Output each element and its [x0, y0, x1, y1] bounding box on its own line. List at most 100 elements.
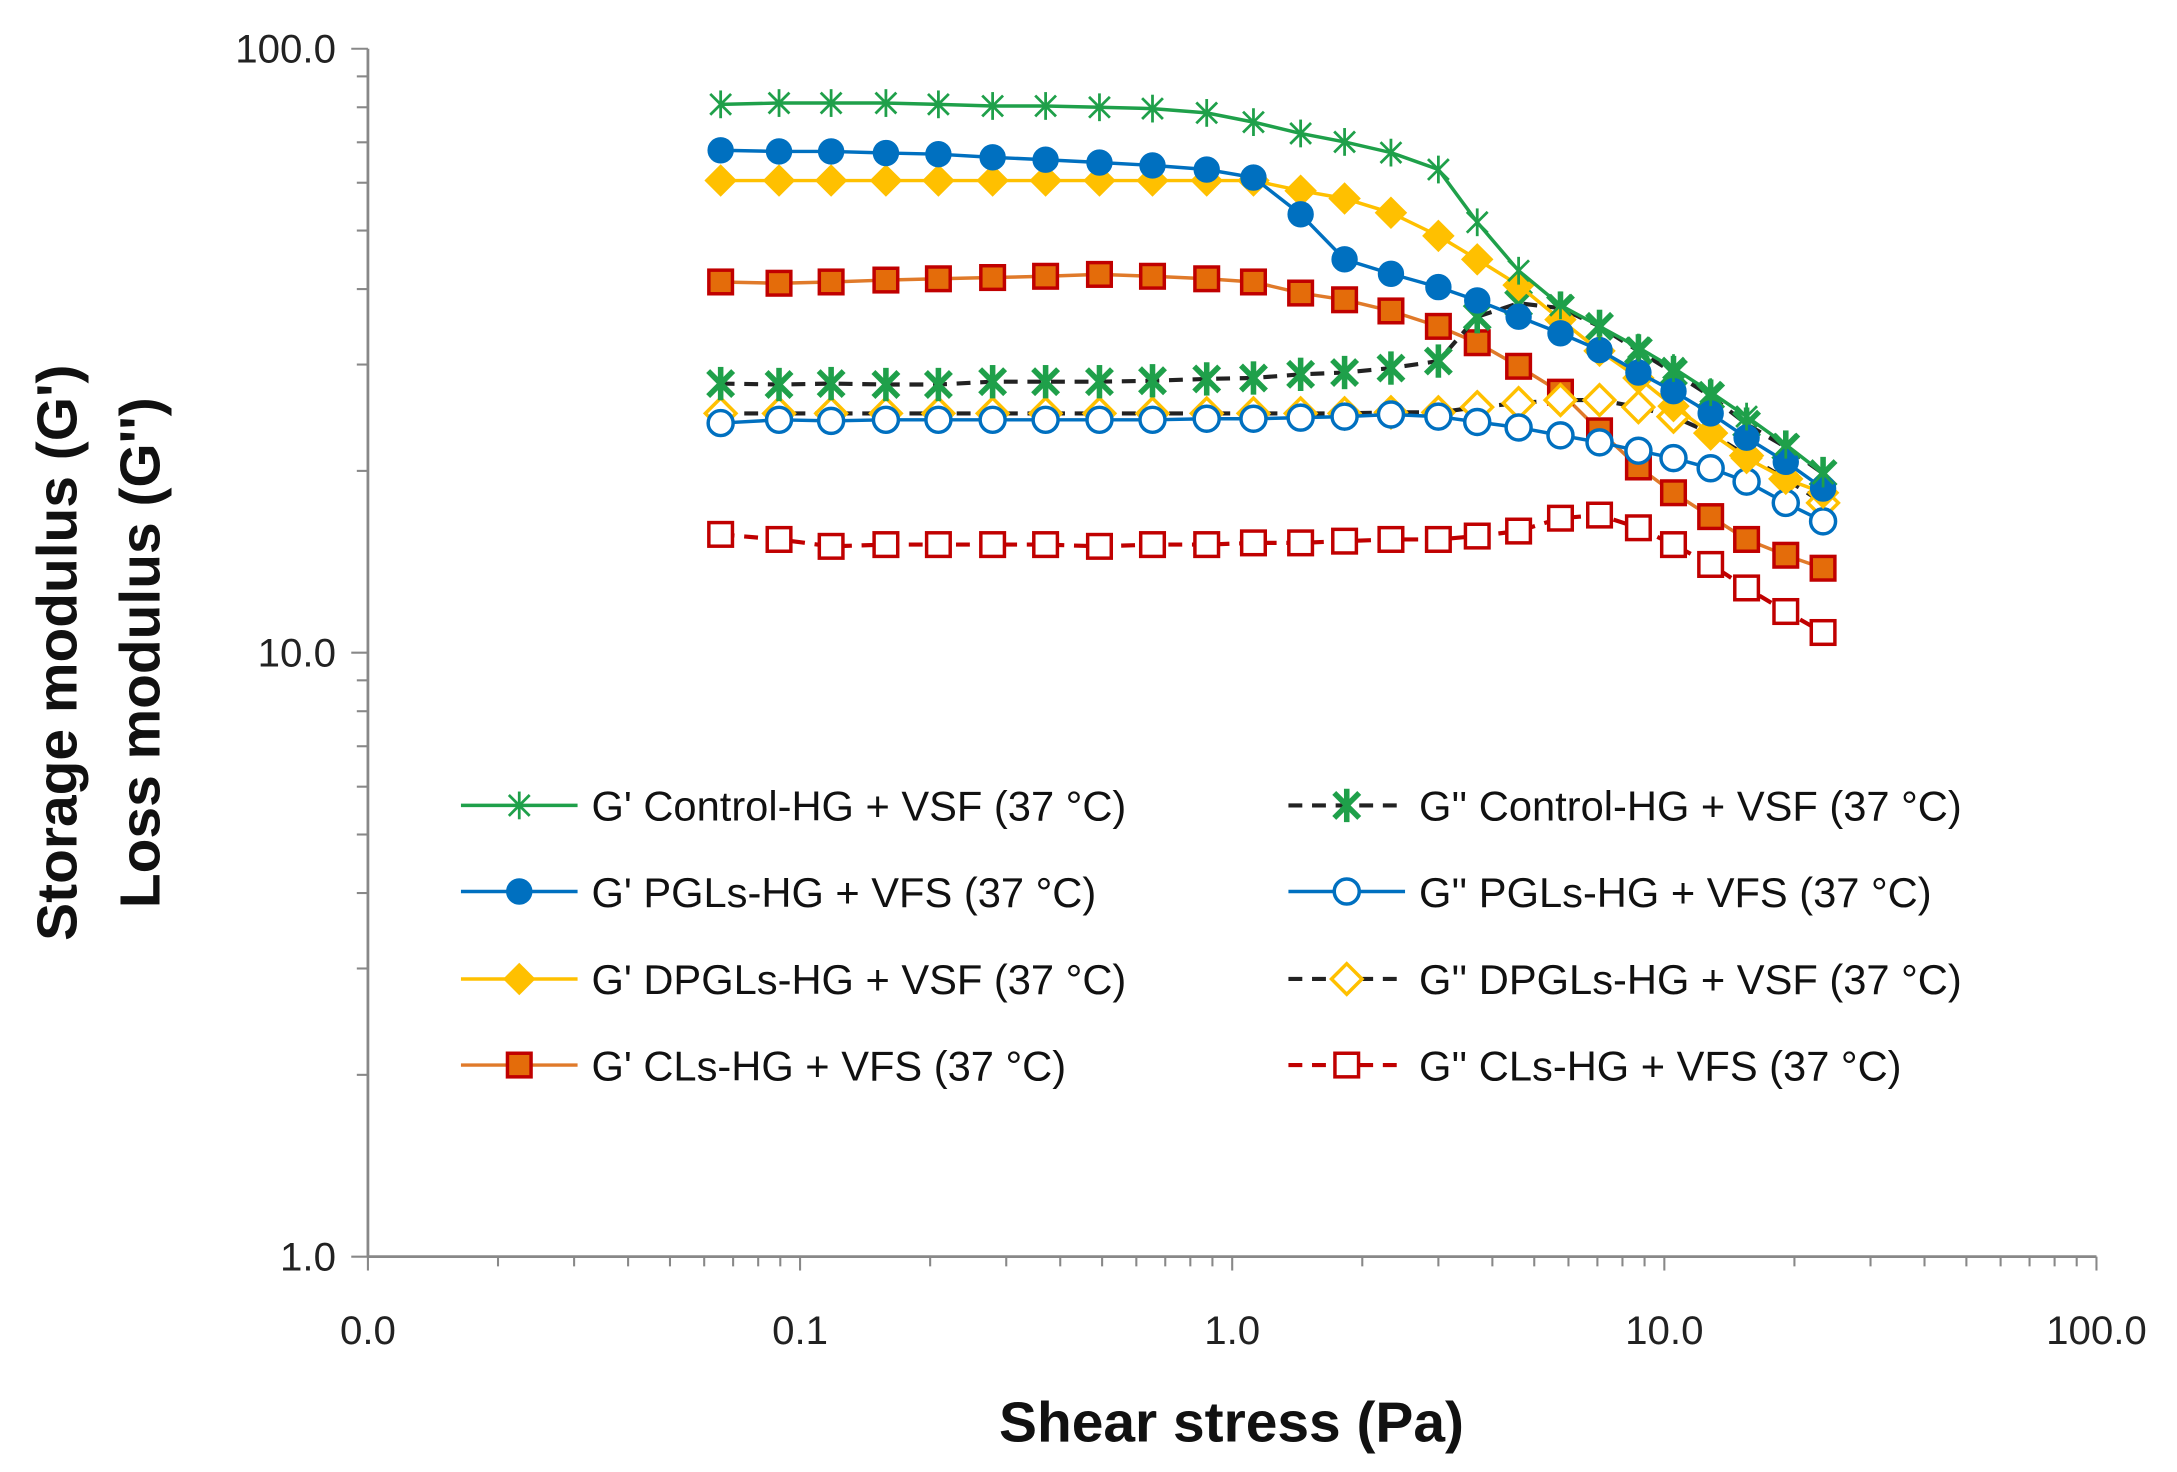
- data-point-asterisk: [1588, 312, 1611, 341]
- data-point-circle: [1696, 454, 1725, 483]
- data-point-asterisk: [1333, 128, 1356, 156]
- data-point-square: [1331, 527, 1359, 555]
- data-point-square: [924, 265, 952, 293]
- data-point-asterisk: [1239, 361, 1268, 395]
- data-point-asterisk: [1138, 364, 1167, 398]
- data-point-asterisk: [1662, 354, 1685, 382]
- data-point-asterisk: [1735, 402, 1758, 431]
- legend-label: G'' CLs-HG + VFS (37 °C): [1419, 1042, 1902, 1089]
- asterisk-stroke: [1699, 380, 1723, 404]
- data-point-square: [979, 531, 1007, 559]
- data-point-square: [1085, 532, 1114, 560]
- data-point-diamond: [762, 164, 796, 197]
- data-point-square: [1505, 517, 1533, 545]
- data-point-square: [765, 269, 793, 297]
- legend-item: G'' Control-HG + VSF (37 °C): [1288, 783, 1962, 830]
- legend-label: G'' DPGLs-HG + VSF (37 °C): [1419, 956, 1962, 1003]
- series-line: [720, 178, 1824, 495]
- data-point-asterisk: [507, 791, 531, 820]
- data-point-circle: [1331, 246, 1358, 273]
- data-point-diamond: [1329, 961, 1365, 997]
- data-point-square: [1287, 279, 1315, 307]
- legend-label: G'' Control-HG + VSF (37 °C): [1419, 783, 1962, 830]
- data-point-asterisk: [1034, 92, 1057, 120]
- data-point-circle: [1287, 201, 1314, 228]
- asterisk-stroke: [709, 92, 733, 116]
- data-point-circle: [1625, 359, 1652, 386]
- data-point-asterisk: [871, 367, 901, 402]
- asterisk-stroke: [1195, 101, 1219, 125]
- data-point-square: [1697, 503, 1725, 531]
- data-point-square: [1463, 329, 1491, 357]
- data-point-diamond: [1083, 164, 1116, 197]
- y-tick-label: 10.0: [258, 631, 336, 676]
- data-point-square: [1377, 525, 1405, 553]
- data-point-asterisk: [1195, 99, 1219, 127]
- data-point-circle: [1660, 378, 1687, 405]
- data-point-circle: [817, 138, 845, 165]
- data-point-square: [1659, 531, 1688, 559]
- ticks: 0.0 0.1 1.0 10.0 100.0 1.0 10.0 100.0: [235, 27, 2147, 1353]
- asterisk-stroke: [1379, 141, 1403, 165]
- data-point-asterisk: [1289, 119, 1313, 148]
- data-point-circle: [707, 137, 734, 164]
- data-point-circle: [871, 405, 901, 435]
- data-point-asterisk: [1549, 291, 1572, 320]
- asterisk-stroke: [764, 370, 794, 399]
- data-point-circle: [1585, 428, 1614, 457]
- data-point-asterisk: [1699, 378, 1723, 407]
- data-point-square: [1772, 597, 1800, 626]
- asterisk-stroke: [767, 91, 791, 115]
- data-point-asterisk: [1379, 138, 1403, 167]
- asterisk-stroke: [706, 369, 736, 399]
- data-point-square: [1193, 265, 1221, 293]
- data-point-square: [1546, 504, 1575, 532]
- data-point-asterisk: [874, 89, 898, 117]
- series-0: [709, 89, 1835, 488]
- data-point-square: [817, 532, 845, 560]
- y-tick-label: 1.0: [280, 1235, 336, 1280]
- data-point-circle: [1808, 507, 1838, 536]
- data-point-circle: [765, 138, 793, 165]
- data-point-asterisk: [981, 92, 1005, 120]
- asterisk-stroke: [1141, 97, 1164, 120]
- x-tick-label: 1.0: [1204, 1308, 1260, 1353]
- data-point-diamond: [1136, 164, 1169, 197]
- data-point-square: [707, 268, 735, 296]
- data-point-square: [1772, 541, 1800, 569]
- x-tick-label: 100.0: [2046, 1308, 2147, 1353]
- asterisk-stroke: [981, 94, 1005, 118]
- data-point-diamond: [1029, 164, 1062, 197]
- asterisk-stroke: [1031, 367, 1061, 397]
- asterisk-stroke: [1330, 358, 1360, 387]
- asterisk-stroke: [1735, 405, 1758, 428]
- asterisk-stroke: [1627, 336, 1650, 360]
- y-axis-title-storage: Storage modulus (G'): [25, 365, 89, 941]
- data-point-circle: [979, 144, 1006, 171]
- data-point-circle: [1031, 405, 1060, 435]
- asterisk-stroke: [978, 367, 1008, 397]
- x-axis-title: Shear stress (Pa): [999, 1390, 1464, 1454]
- data-point-circle: [1505, 303, 1532, 330]
- legend: G' Control-HG + VSF (37 °C) G'' Control-H…: [460, 783, 1962, 1089]
- legend-item: G' DPGLs-HG + VSF (37 °C): [460, 956, 1126, 1003]
- legend-item: G'' PGLs-HG + VFS (37 °C): [1288, 869, 1932, 916]
- legend-label: G' Control-HG + VSF (37 °C): [591, 783, 1126, 830]
- data-point-asterisk: [1286, 357, 1316, 391]
- x-tick-label: 0.0: [340, 1308, 396, 1353]
- data-point-circle: [1504, 413, 1533, 442]
- legend-item: G' PGLs-HG + VFS (37 °C): [460, 869, 1096, 916]
- data-point-square: [1733, 574, 1761, 602]
- data-point-asterisk: [1085, 365, 1114, 399]
- data-point-asterisk: [1465, 208, 1489, 237]
- asterisk-stroke: [1192, 364, 1222, 394]
- data-point-square: [505, 1051, 533, 1079]
- data-point-square: [1287, 529, 1315, 557]
- data-point-asterisk: [1376, 351, 1406, 385]
- series-3: [706, 400, 1838, 536]
- data-point-square: [872, 266, 900, 294]
- x-tick-label: 10.0: [1625, 1308, 1703, 1353]
- data-point-circle: [1624, 436, 1653, 465]
- asterisk-stroke: [1423, 346, 1453, 376]
